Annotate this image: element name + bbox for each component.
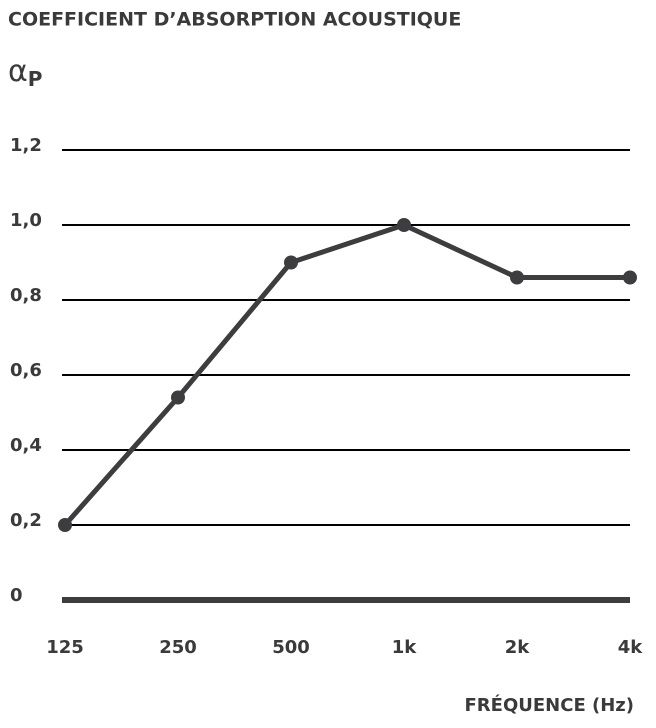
y-tick-label: 0 bbox=[10, 585, 23, 606]
x-axis-label: FRÉQUENCE (Hz) bbox=[465, 694, 635, 716]
y-tick-label: 1,2 bbox=[10, 135, 42, 156]
y-axis-subscript: P bbox=[28, 67, 43, 91]
point bbox=[623, 270, 637, 285]
point bbox=[397, 218, 411, 232]
x-tick-label: 250 bbox=[159, 637, 197, 658]
y-tick-label: 0,2 bbox=[10, 510, 42, 531]
x-tick-label: 500 bbox=[272, 637, 310, 658]
y-tick-label: 0,8 bbox=[10, 285, 42, 306]
chart-title: COEFFICIENT D’ABSORPTION ACOUSTIQUE bbox=[8, 9, 461, 31]
y-tick-label: 0,4 bbox=[10, 435, 42, 456]
x-tick-label: 2k bbox=[505, 637, 531, 658]
y-tick-label: 1,0 bbox=[10, 210, 42, 231]
x-tick-label: 125 bbox=[46, 637, 84, 658]
x-tick-label: 1k bbox=[392, 637, 418, 658]
y-axis-symbol: α bbox=[8, 54, 28, 89]
line bbox=[63, 222, 630, 527]
point bbox=[171, 390, 185, 405]
point bbox=[58, 518, 72, 532]
point bbox=[284, 255, 298, 270]
x-tick-label: 4k bbox=[618, 637, 644, 658]
point bbox=[510, 270, 524, 285]
y-axis-label: αP bbox=[8, 54, 42, 91]
y-tick-label: 0,6 bbox=[10, 360, 42, 381]
